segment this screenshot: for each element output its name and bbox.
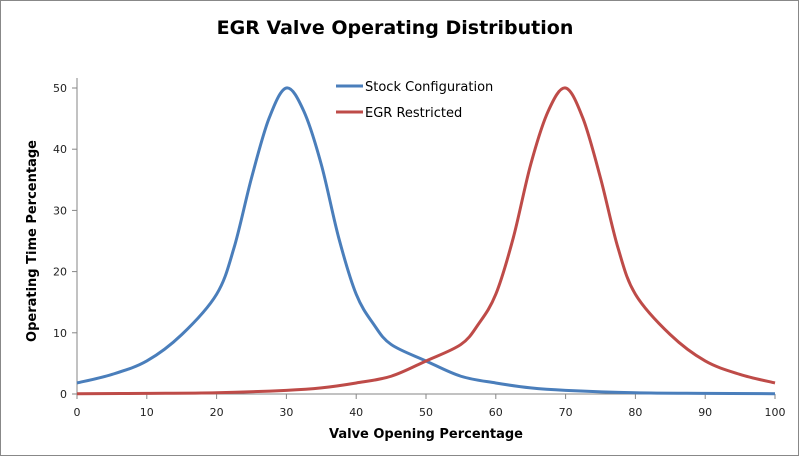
y-tick-label: 10 xyxy=(53,327,67,340)
x-tick-label: 20 xyxy=(210,406,224,419)
x-tick-label: 60 xyxy=(489,406,503,419)
x-tick-label: 0 xyxy=(74,406,81,419)
x-tick-label: 30 xyxy=(279,406,293,419)
x-tick-label: 40 xyxy=(349,406,363,419)
y-axis-label: Operating Time Percentage xyxy=(25,140,40,342)
series-line-egr-restricted xyxy=(76,86,776,396)
y-tick-label: 40 xyxy=(53,143,67,156)
x-tick-label: 100 xyxy=(765,406,786,419)
y-tick-label: 30 xyxy=(53,204,67,217)
x-tick-label: 10 xyxy=(140,406,154,419)
y-tick-label: 0 xyxy=(60,388,67,401)
x-tick-label: 80 xyxy=(628,406,642,419)
x-tick-label: 90 xyxy=(698,406,712,419)
x-axis-label: Valve Opening Percentage xyxy=(329,427,523,442)
chart-title: EGR Valve Operating Distribution xyxy=(217,17,574,39)
legend-label-stock-configuration: Stock Configuration xyxy=(365,80,493,95)
series-line-stock-configuration xyxy=(76,86,776,396)
x-tick-label: 50 xyxy=(419,406,433,419)
y-tick-label: 50 xyxy=(53,82,67,95)
legend-label-egr-restricted: EGR Restricted xyxy=(365,106,462,121)
x-tick-label: 70 xyxy=(559,406,573,419)
y-tick-label: 20 xyxy=(53,266,67,279)
